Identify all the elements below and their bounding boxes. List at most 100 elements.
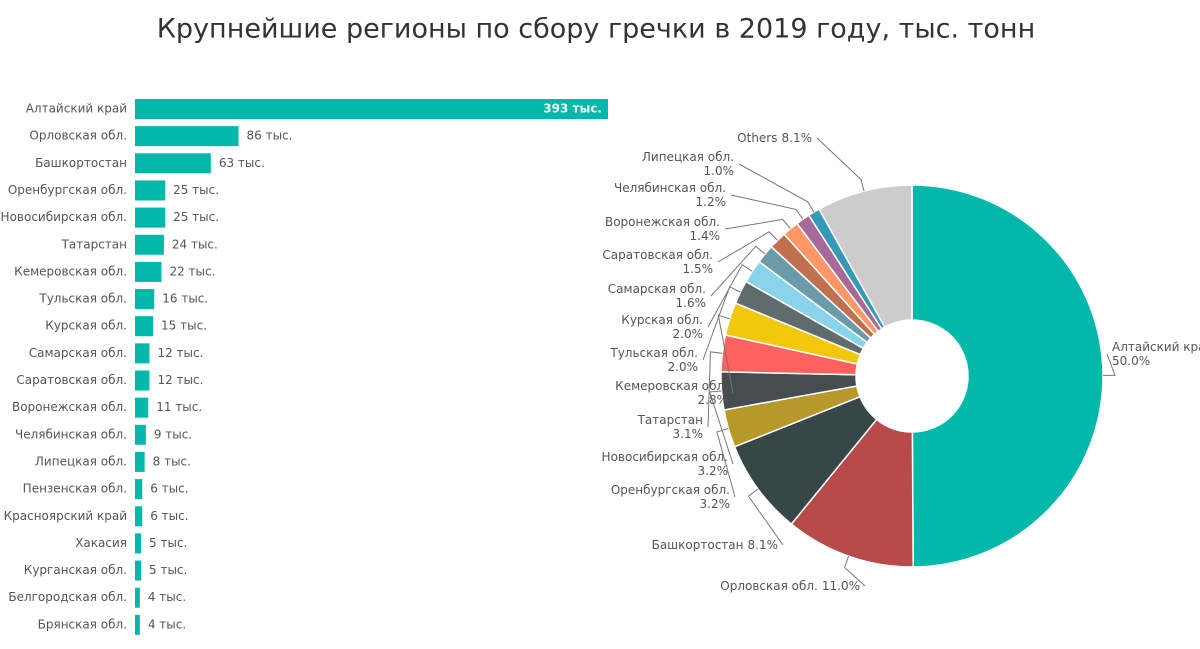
y-tick-label: Тульская обл. <box>38 292 127 306</box>
bar <box>135 370 150 391</box>
chart-title: Крупнейшие регионы по сбору гречки в 201… <box>157 14 1035 45</box>
y-tick-label: Липецкая обл. <box>35 454 127 468</box>
data-label: 4 тыс. <box>148 617 186 631</box>
data-label: 6 тыс. <box>150 509 188 523</box>
bar <box>135 126 239 147</box>
slice-value: 3.1% <box>673 427 704 441</box>
slice-label: Новосибирская обл. 3.2% <box>602 450 728 478</box>
y-tick-label: Брянская обл. <box>38 617 127 631</box>
bar <box>135 153 211 174</box>
slice-label: Алтайский край50.0% <box>1112 340 1200 368</box>
bar <box>135 479 143 500</box>
bar <box>135 424 146 445</box>
bar <box>135 533 142 554</box>
slice-value: 3.2% <box>698 464 729 478</box>
slice <box>818 184 913 329</box>
slice-label: Кемеровская обл. 2.8% <box>615 379 728 407</box>
leader-line <box>724 218 791 230</box>
data-label: 9 тыс. <box>154 427 192 441</box>
y-tick-label: Орловская обл. <box>29 129 127 143</box>
slice-name: Самарская обл. <box>608 282 706 296</box>
slice-value: 1.6% <box>676 296 707 310</box>
slice-name: Others <box>737 131 777 145</box>
leader-line <box>747 488 784 546</box>
bar <box>135 343 150 364</box>
leader-line <box>710 245 766 297</box>
slice-value: 8.1% <box>782 131 813 145</box>
slice-name: Тульская обл. <box>609 346 698 360</box>
bar <box>135 614 140 635</box>
slice-name: Оренбургская обл. <box>611 483 730 497</box>
data-label: 25 тыс. <box>173 183 219 197</box>
slice <box>790 418 914 568</box>
bar <box>135 316 154 337</box>
slice-value: 11.0% <box>822 579 860 593</box>
bar <box>135 397 149 418</box>
y-tick-label: Оренбургская обл. <box>8 183 127 197</box>
bar <box>135 289 155 310</box>
data-label: 4 тыс. <box>148 590 186 604</box>
data-label: 11 тыс. <box>156 400 202 414</box>
y-tick-label: Пензенская обл. <box>23 482 127 496</box>
slice-label: Самарская обл. 1.6% <box>608 282 706 310</box>
slice-label: Татарстан 3.1% <box>637 413 703 441</box>
y-tick-label: Курганская обл. <box>24 563 127 577</box>
slice-value: 3.2% <box>700 497 731 511</box>
leader-line <box>717 231 778 263</box>
y-tick-label: Хакасия <box>75 536 127 550</box>
slice-value: 2.0% <box>673 327 704 341</box>
slice-name: Курская обл. <box>621 313 703 327</box>
slice-name: Алтайский край <box>1112 340 1200 354</box>
slice-label: Башкортостан 8.1% <box>652 538 778 552</box>
data-label: 12 тыс. <box>157 346 203 360</box>
leader-line <box>843 555 866 587</box>
slice-label: Курская обл. 2.0% <box>621 313 703 341</box>
bar <box>135 451 145 472</box>
slice-label: Саратовская обл. 1.5% <box>602 248 713 276</box>
bar <box>135 587 140 608</box>
leader-line <box>707 351 723 428</box>
y-tick-label: Курская обл. <box>45 319 127 333</box>
leader-line <box>738 163 815 213</box>
bar <box>135 234 164 255</box>
slice-value: 8.1% <box>748 538 779 552</box>
bar <box>135 207 166 228</box>
leader-line <box>716 428 736 498</box>
y-tick-label: Татарстан <box>61 237 127 251</box>
bar <box>135 506 143 527</box>
slice-label: Челябинская обл. 1.2% <box>614 181 726 209</box>
data-label: 24 тыс. <box>172 237 218 251</box>
y-tick-label: Новосибирская обл. <box>1 210 127 224</box>
data-label: 393 тыс. <box>543 102 602 116</box>
slice-label: Орловская обл. 11.0% <box>720 579 860 593</box>
y-tick-label: Алтайский край <box>26 102 127 116</box>
slice-value: 1.4% <box>690 229 721 243</box>
y-tick-label: Самарская обл. <box>29 346 127 360</box>
y-tick-label: Челябинская обл. <box>15 427 127 441</box>
data-label: 5 тыс. <box>149 536 187 550</box>
data-label: 15 тыс. <box>161 319 207 333</box>
slice <box>911 184 1104 568</box>
bar <box>135 261 162 282</box>
bar <box>135 180 166 201</box>
y-tick-label: Кемеровская обл. <box>14 264 127 278</box>
data-label: 22 тыс. <box>169 264 215 278</box>
slice-value: 1.5% <box>683 262 714 276</box>
data-label: 8 тыс. <box>153 454 191 468</box>
bar <box>135 560 142 581</box>
data-label: 63 тыс. <box>219 156 265 170</box>
slice-name: Челябинская обл. <box>614 181 726 195</box>
leader-line <box>717 314 734 394</box>
slice-label: Оренбургская обл. 3.2% <box>611 483 730 511</box>
slice-label: Воронежская обл. 1.4% <box>605 215 720 243</box>
y-tick-label: Красноярский край <box>4 509 127 523</box>
leader-line <box>816 137 865 192</box>
data-label: 16 тыс. <box>162 292 208 306</box>
y-tick-label: Белгородская обл. <box>8 590 127 604</box>
slice-value: 1.0% <box>704 164 735 178</box>
slice-label: Липецкая обл. 1.0% <box>642 150 734 178</box>
slice-name: Саратовская обл. <box>602 248 713 262</box>
data-label: 25 тыс. <box>173 210 219 224</box>
slice-name: Новосибирская обл. <box>602 450 728 464</box>
